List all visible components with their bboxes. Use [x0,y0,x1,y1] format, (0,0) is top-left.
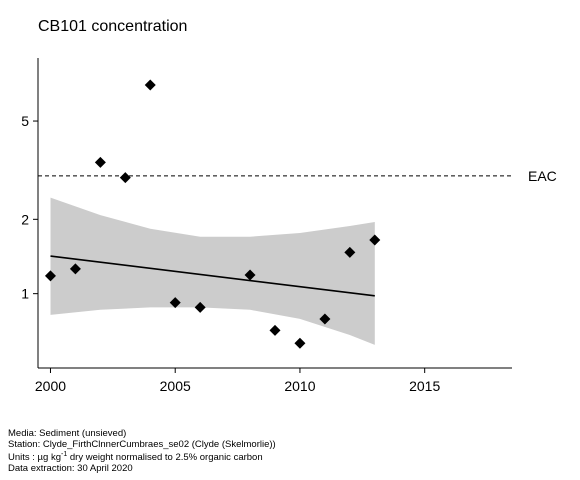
y-tick-label: 1 [21,286,29,302]
data-points-layer [44,79,381,349]
y-tick-label: 2 [21,211,29,227]
data-point [169,297,181,309]
data-point [94,156,106,168]
data-point [269,324,281,336]
reference-line-layer: EAC [38,168,557,184]
data-point [294,337,306,349]
x-tick-label: 2015 [409,378,440,394]
footer-notes: Media: Sediment (unsieved) Station: Clyd… [8,428,276,475]
axes-layer: 1 2 5 2000 2005 2010 2015 [21,58,512,394]
data-point [344,246,356,258]
trend-layer [50,255,375,297]
data-point [244,269,256,281]
x-tick-label: 2005 [160,378,191,394]
footer-media: Media: Sediment (unsieved) [8,428,127,439]
footer-units-exponent: -1 [61,451,68,459]
x-tick-label: 2010 [284,378,315,394]
data-point [369,234,381,246]
confidence-band-layer [50,197,375,345]
trend-line [50,255,375,297]
data-point [194,301,206,313]
data-point [119,172,131,184]
footer-station: Station: Clyde_FirthClnnerCumbraes_se02 … [8,438,276,450]
reference-line-label: EAC [528,168,557,184]
x-tick-label: 2000 [35,378,66,394]
footer-units-suffix: dry weight normalised to 2.5% organic ca… [67,452,263,464]
data-point [319,313,331,325]
y-tick-label: 5 [21,113,29,129]
data-point [44,270,56,282]
footer-units: Units : µg kg-1 dry weight normalised to… [8,450,276,464]
footer-extraction: Data extraction: 30 April 2020 [8,462,133,474]
confidence-band [50,197,375,345]
data-point [69,263,81,275]
data-point [144,79,156,91]
footer-units-prefix: Units : µg kg [8,452,61,464]
chart-title: CB101 concentration [38,18,188,35]
